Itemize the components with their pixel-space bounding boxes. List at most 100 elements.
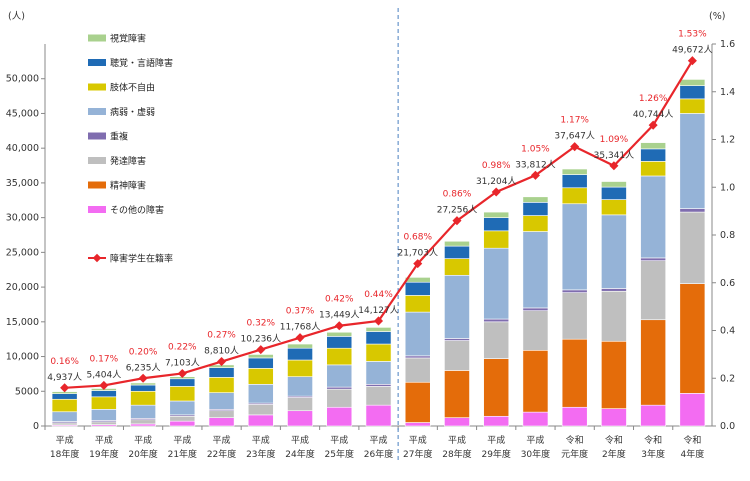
category-label-year: 26年度 <box>364 448 393 460</box>
rate-point <box>99 380 109 390</box>
legend-rate-marker <box>92 253 102 263</box>
bar-segment <box>208 410 235 418</box>
bar-segment <box>326 386 353 390</box>
right-tick-label: 1.0 <box>720 182 735 193</box>
left-tick-label: 45,000 <box>6 108 39 119</box>
bar-segment <box>679 393 706 427</box>
bar-segment <box>483 230 510 249</box>
category-label-era: 平成 <box>134 434 152 446</box>
category-label-era: 平成 <box>56 434 74 446</box>
legend-swatch <box>88 206 106 213</box>
right-tick-label: 0.2 <box>720 373 735 384</box>
bar-segment <box>404 277 431 283</box>
legend-label: 視覚障害 <box>110 33 146 45</box>
bar-segment <box>247 357 274 369</box>
category-label-year: 24年度 <box>285 448 314 460</box>
bar-segment <box>679 79 706 86</box>
bar-segment <box>444 258 470 276</box>
category-label-year: 25年度 <box>325 448 354 460</box>
rate-data-label: 0.44% <box>364 290 393 300</box>
category-label-era: 平成 <box>369 434 387 446</box>
rate-data-label: 0.17% <box>90 354 119 364</box>
bar-segment <box>640 148 667 162</box>
bar-total-label: 14,127人 <box>358 305 399 316</box>
bar-segment <box>444 338 470 341</box>
rate-point <box>609 161 619 171</box>
legend-swatch <box>88 34 106 42</box>
rate-data-label: 0.27% <box>207 331 236 341</box>
category-label-year: 28年度 <box>442 448 471 460</box>
category-label-era: 平成 <box>487 434 505 446</box>
bar-segment <box>130 382 156 386</box>
category-label-year: 19年度 <box>89 448 118 460</box>
rate-data-label: 0.68% <box>403 233 432 243</box>
left-tick-label: 15,000 <box>6 317 39 328</box>
left-unit-label: (人) <box>8 11 25 22</box>
bar-total-label: 11,768人 <box>280 322 321 333</box>
bar-segment <box>287 343 313 349</box>
bar-segment <box>208 417 235 427</box>
axes-layer: 0 5000 10,000 15,000 20,000 25,000 30,000 35,00… <box>6 8 735 460</box>
bar-segment <box>90 396 117 410</box>
rate-data-label: 0.37% <box>286 307 315 317</box>
left-tick-label: 35,000 <box>6 178 39 189</box>
bar-segment <box>483 247 510 320</box>
bar-total-label: 31,204人 <box>476 176 517 187</box>
bar-segment <box>90 390 117 398</box>
left-tick-label: 20,000 <box>6 282 39 293</box>
legend: 視覚障害聴覚・言語障害肢体不自由病弱・虚弱重複発達障害精神障害その他の障害障害学… <box>88 33 173 265</box>
bar-segment <box>640 404 667 427</box>
bar-segment <box>404 357 431 383</box>
bar-segment <box>561 187 588 205</box>
category-label-year: 20年度 <box>128 448 157 460</box>
left-tick-label: 40,000 <box>6 143 39 154</box>
legend-label: 精神障害 <box>110 180 146 192</box>
bar-segment <box>130 390 156 406</box>
bar-segment <box>601 186 627 200</box>
left-tick-label: 50,000 <box>6 74 39 85</box>
category-label-year: 21年度 <box>168 448 197 460</box>
rate-data-label: 0.32% <box>246 319 275 329</box>
legend-swatch <box>88 181 106 189</box>
bar-segment <box>444 274 470 339</box>
bar-segment <box>444 340 470 371</box>
rate-data-label: 1.53% <box>678 30 707 40</box>
bar-segment <box>130 419 156 425</box>
rate-point <box>138 373 148 383</box>
bar-segment <box>51 393 78 400</box>
bar-segment <box>522 310 549 351</box>
bar-total-label: 33,812人 <box>515 159 556 170</box>
right-tick-label: 1.2 <box>720 135 735 146</box>
bar-segment <box>483 321 510 359</box>
bar-segment <box>208 367 235 378</box>
bar-segment <box>130 423 156 427</box>
bar-segment <box>90 409 117 421</box>
category-label-era: 令和 <box>644 434 662 446</box>
rate-point <box>256 345 266 355</box>
bar-segment <box>404 381 431 423</box>
left-tick-label: 30,000 <box>6 213 39 224</box>
rate-point <box>60 383 70 393</box>
bar-segment <box>247 368 274 385</box>
category-label-year: 18年度 <box>50 448 79 460</box>
bar-segment <box>365 331 392 345</box>
bar-segment <box>326 388 353 408</box>
category-label-era: 平成 <box>330 434 348 446</box>
category-label-year: 30年度 <box>521 448 550 460</box>
rate-data-label: 0.20% <box>129 347 158 357</box>
bar-segment <box>326 406 353 427</box>
bar-segment <box>287 397 313 412</box>
bar-segment <box>90 421 117 425</box>
category-label-era: 平成 <box>213 434 231 446</box>
category-label-year: 2年度 <box>602 448 626 460</box>
rate-data-label: 1.17% <box>560 116 589 126</box>
bar-segment <box>640 319 667 406</box>
bar-total-label: 35,341人 <box>594 150 635 161</box>
bar-total-label: 13,449人 <box>319 310 360 321</box>
bar-total-label: 8,810人 <box>204 346 239 357</box>
bar-segment <box>601 340 627 409</box>
rate-data-label: 0.42% <box>325 295 354 305</box>
right-tick-label: 0.4 <box>720 326 735 337</box>
bar-segment <box>404 355 431 359</box>
